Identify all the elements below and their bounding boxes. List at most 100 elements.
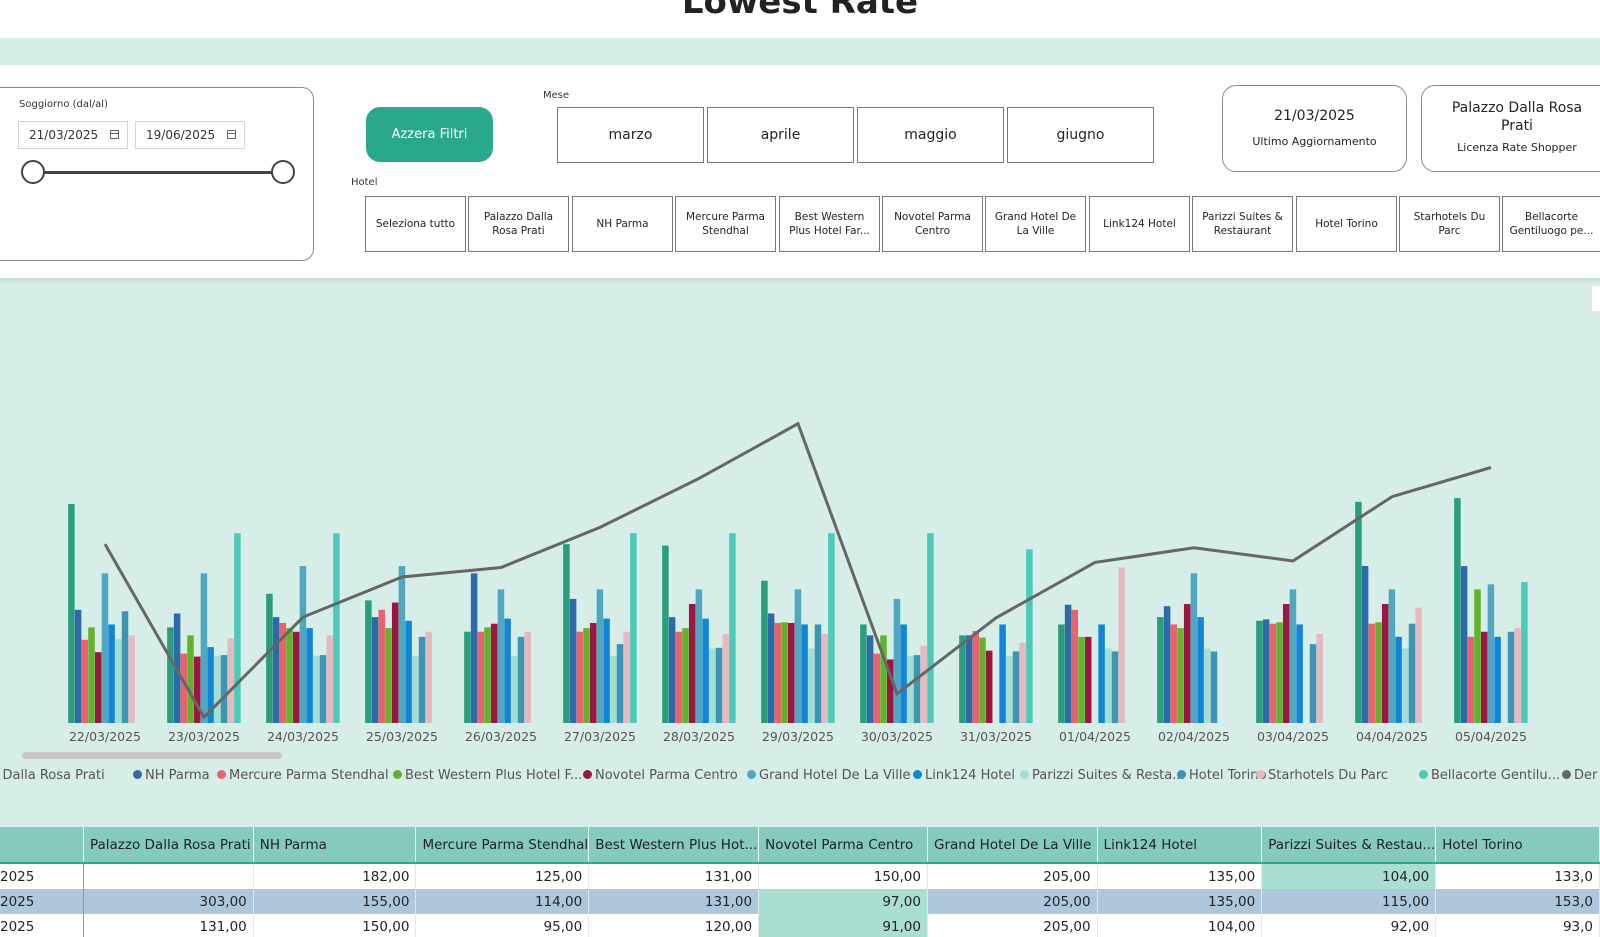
reset-filters-button[interactable]: Azzera Filtri bbox=[366, 107, 493, 162]
table-header-cell[interactable]: Novotel Parma Centro bbox=[758, 827, 928, 863]
hotel-button[interactable]: Palazzo Dalla Rosa Prati bbox=[468, 196, 569, 252]
bar[interactable] bbox=[115, 639, 122, 723]
bar[interactable] bbox=[794, 589, 802, 723]
bar[interactable] bbox=[1507, 631, 1515, 723]
hotel-button[interactable]: Grand Hotel De La Ville bbox=[985, 196, 1086, 252]
legend-item[interactable]: Parizzi Suites & Resta... bbox=[1020, 768, 1185, 783]
bar[interactable] bbox=[688, 604, 696, 723]
bar[interactable] bbox=[927, 533, 934, 723]
bar[interactable] bbox=[668, 617, 676, 723]
bar[interactable] bbox=[1071, 609, 1079, 723]
bar[interactable] bbox=[959, 635, 966, 723]
date-slider-end-handle[interactable] bbox=[271, 160, 295, 184]
bar[interactable] bbox=[207, 647, 214, 723]
legend-item[interactable]: Novotel Parma Centro bbox=[583, 768, 738, 783]
bar[interactable] bbox=[391, 602, 399, 723]
bar[interactable] bbox=[682, 628, 689, 723]
bar[interactable] bbox=[1309, 644, 1317, 723]
bar[interactable] bbox=[1402, 648, 1409, 723]
bar[interactable] bbox=[1467, 636, 1475, 723]
bar[interactable] bbox=[405, 620, 412, 723]
bar[interactable] bbox=[589, 622, 597, 723]
bar[interactable] bbox=[1058, 624, 1065, 723]
table-row[interactable]: 2025 131,00 150,00 95,00 120,00 91,00 205,00 10… bbox=[0, 914, 1600, 937]
bar[interactable] bbox=[234, 533, 241, 723]
bar[interactable] bbox=[1163, 606, 1171, 723]
legend-item[interactable]: Grand Hotel De La Ville bbox=[747, 768, 911, 783]
bar[interactable] bbox=[722, 633, 729, 723]
bar[interactable] bbox=[385, 628, 392, 723]
bar[interactable] bbox=[272, 617, 280, 723]
bar[interactable] bbox=[1256, 620, 1263, 723]
hotel-button[interactable]: Link124 Hotel bbox=[1089, 196, 1190, 252]
bar[interactable] bbox=[1480, 631, 1488, 723]
legend-item[interactable]: Bellacorte Gentilu... bbox=[1419, 768, 1560, 783]
hotel-button[interactable]: Best Western Plus Hotel Far... bbox=[779, 196, 880, 252]
bar[interactable] bbox=[563, 544, 570, 723]
bar[interactable] bbox=[497, 589, 505, 723]
month-button-marzo[interactable]: marzo bbox=[557, 107, 704, 163]
legend-item[interactable]: Mercure Parma Stendhal bbox=[217, 768, 389, 783]
bar[interactable] bbox=[866, 635, 874, 723]
bar[interactable] bbox=[425, 631, 432, 723]
table-header-cell[interactable]: Parizzi Suites & Restau... bbox=[1261, 827, 1437, 863]
bar[interactable] bbox=[1514, 628, 1521, 723]
bar[interactable] bbox=[292, 631, 300, 723]
bar[interactable] bbox=[490, 623, 498, 723]
bar[interactable] bbox=[965, 635, 973, 723]
legend-item[interactable]: Starhotels Du Parc bbox=[1256, 768, 1388, 783]
bar[interactable] bbox=[662, 545, 669, 723]
bar[interactable] bbox=[610, 655, 617, 723]
bar[interactable] bbox=[893, 598, 901, 723]
bar[interactable] bbox=[860, 624, 867, 723]
bar[interactable] bbox=[1078, 636, 1085, 723]
legend-item[interactable]: Best Western Plus Hotel F... bbox=[393, 768, 582, 783]
bar[interactable] bbox=[220, 655, 228, 723]
bar[interactable] bbox=[167, 627, 174, 723]
trend-line[interactable] bbox=[103, 421, 1492, 720]
bar[interactable] bbox=[920, 645, 927, 723]
bar[interactable] bbox=[313, 655, 320, 723]
bar[interactable] bbox=[1098, 624, 1105, 723]
bar[interactable] bbox=[702, 618, 709, 723]
table-header-cell[interactable]: NH Parma bbox=[253, 827, 417, 863]
bar[interactable] bbox=[477, 631, 485, 723]
bar[interactable] bbox=[1064, 604, 1072, 723]
bar[interactable] bbox=[1157, 617, 1164, 723]
bar[interactable] bbox=[886, 659, 894, 723]
table-header-cell[interactable]: Grand Hotel De La Ville bbox=[927, 827, 1098, 863]
date-to-input[interactable]: 19/06/2025 bbox=[135, 121, 245, 149]
bar[interactable] bbox=[1118, 567, 1125, 723]
table-row[interactable]: 2025 182,00 125,00 131,00 150,00 205,00 135,00… bbox=[0, 862, 1600, 889]
bar[interactable] bbox=[1289, 589, 1297, 723]
bar[interactable] bbox=[187, 635, 194, 723]
bar[interactable] bbox=[1296, 624, 1303, 723]
bar[interactable] bbox=[1460, 566, 1468, 723]
calendar-icon[interactable] bbox=[110, 130, 119, 139]
bar[interactable] bbox=[1210, 651, 1218, 723]
hotel-button[interactable]: Hotel Torino bbox=[1296, 196, 1397, 252]
bar[interactable] bbox=[774, 622, 782, 723]
bar[interactable] bbox=[907, 655, 914, 723]
table-header-cell[interactable]: Mercure Parma Stendhal bbox=[415, 827, 590, 863]
bar[interactable] bbox=[517, 636, 525, 723]
bar[interactable] bbox=[808, 648, 815, 723]
bar[interactable] bbox=[1415, 607, 1422, 723]
bar[interactable] bbox=[880, 635, 887, 723]
bar[interactable] bbox=[299, 566, 307, 723]
bar[interactable] bbox=[979, 637, 986, 723]
bar[interactable] bbox=[787, 622, 795, 723]
bar[interactable] bbox=[121, 611, 129, 723]
bar[interactable] bbox=[630, 533, 637, 723]
bar[interactable] bbox=[709, 648, 716, 723]
bar[interactable] bbox=[801, 624, 808, 723]
bar[interactable] bbox=[900, 624, 907, 723]
bar[interactable] bbox=[1111, 651, 1119, 723]
date-slider-track[interactable] bbox=[35, 171, 285, 174]
hotel-button[interactable]: Mercure Parma Stendhal bbox=[675, 196, 776, 252]
bar[interactable] bbox=[715, 647, 723, 723]
bar[interactable] bbox=[68, 504, 75, 723]
bar[interactable] bbox=[1269, 623, 1277, 723]
bar[interactable] bbox=[266, 593, 273, 723]
month-button-aprile[interactable]: aprile bbox=[707, 107, 854, 163]
